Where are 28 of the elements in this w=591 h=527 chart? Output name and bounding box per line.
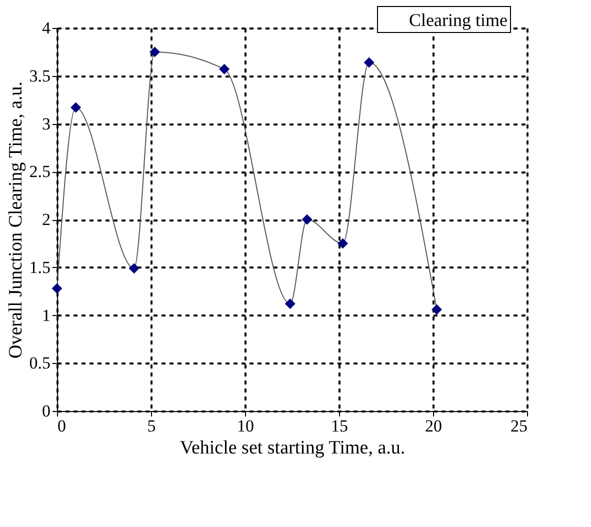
x-tick-label: 5 [147, 416, 156, 436]
point [128, 263, 140, 274]
point [302, 214, 312, 225]
point [219, 64, 230, 74]
x-tick-label: 0 [58, 416, 66, 436]
x-tick-label: 10 [237, 416, 254, 436]
point [364, 57, 374, 68]
x-tick-label: 25 [510, 416, 528, 436]
y-axis-title: Overall Junction Clearing Time, a.u. [5, 81, 26, 359]
y-tick-label: 1.5 [29, 258, 50, 277]
point [70, 102, 82, 113]
y-tick-label: 3 [42, 114, 50, 134]
x-tick-label: 15 [331, 416, 348, 436]
y-tick-label: 4 [42, 18, 51, 38]
point [432, 304, 442, 315]
y-tick-label: 2.5 [29, 162, 50, 182]
y-tick-label: 3.5 [29, 66, 50, 86]
y-tick-label: 2 [42, 210, 50, 229]
y-tick-label: 0 [42, 402, 50, 420]
y-tick-label: 1 [42, 306, 50, 325]
y-tick-label: 0.5 [29, 354, 50, 373]
x-axis-title: Vehicle set starting Time, a.u. [180, 438, 406, 458]
point [150, 46, 160, 58]
point [284, 298, 296, 310]
text: Clearing time [409, 10, 508, 30]
point [52, 283, 62, 294]
x-tick-label: 20 [425, 416, 442, 436]
point [338, 238, 348, 249]
